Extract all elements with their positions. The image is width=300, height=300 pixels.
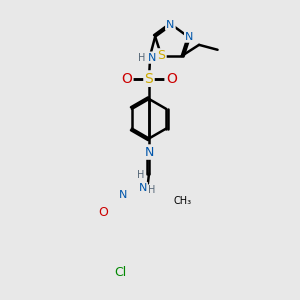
Text: Cl: Cl bbox=[114, 266, 127, 278]
Text: S: S bbox=[158, 50, 165, 62]
Text: N: N bbox=[166, 20, 175, 30]
Text: H: H bbox=[148, 185, 155, 195]
Text: O: O bbox=[98, 206, 108, 219]
Text: N: N bbox=[148, 52, 156, 63]
Text: O: O bbox=[121, 72, 132, 86]
Text: N: N bbox=[119, 190, 128, 200]
Text: H: H bbox=[138, 52, 145, 63]
Text: N: N bbox=[185, 32, 194, 42]
Text: S: S bbox=[145, 72, 153, 86]
Text: N: N bbox=[139, 183, 147, 193]
Text: N: N bbox=[144, 146, 154, 159]
Text: O: O bbox=[166, 72, 177, 86]
Text: H: H bbox=[137, 170, 144, 180]
Text: CH₃: CH₃ bbox=[173, 196, 191, 206]
